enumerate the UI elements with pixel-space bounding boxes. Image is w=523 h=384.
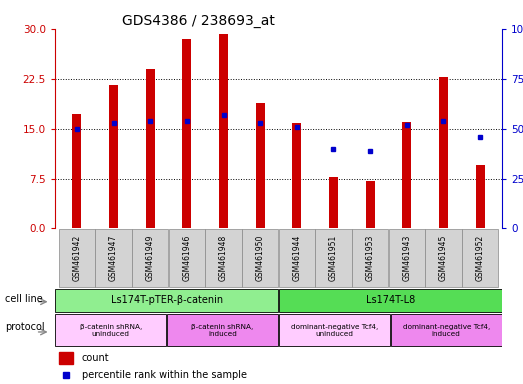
Bar (60, 352, 73, 364)
Text: Ls174T-L8: Ls174T-L8 (366, 295, 415, 306)
Bar (183, 39, 191, 228)
Text: GSM461950: GSM461950 (256, 235, 265, 281)
Text: GSM461951: GSM461951 (329, 235, 338, 281)
Text: β-catenin shRNA,
induced: β-catenin shRNA, induced (191, 324, 254, 337)
FancyBboxPatch shape (55, 314, 166, 346)
Text: GSM461943: GSM461943 (402, 235, 411, 281)
Text: count: count (82, 353, 109, 363)
Text: GSM461944: GSM461944 (292, 235, 301, 281)
FancyBboxPatch shape (132, 229, 168, 287)
Bar (475, 165, 485, 228)
Text: Ls174T-pTER-β-catenin: Ls174T-pTER-β-catenin (111, 295, 223, 306)
FancyBboxPatch shape (242, 229, 278, 287)
FancyBboxPatch shape (167, 314, 278, 346)
Text: protocol: protocol (5, 322, 45, 332)
Text: percentile rank within the sample: percentile rank within the sample (82, 370, 247, 380)
FancyBboxPatch shape (352, 229, 389, 287)
Text: dominant-negative Tcf4,
induced: dominant-negative Tcf4, induced (403, 324, 490, 337)
FancyBboxPatch shape (391, 314, 502, 346)
FancyBboxPatch shape (315, 229, 352, 287)
Bar (109, 85, 118, 228)
FancyBboxPatch shape (462, 229, 498, 287)
Text: GSM461942: GSM461942 (72, 235, 82, 281)
FancyBboxPatch shape (168, 229, 205, 287)
Bar (72, 114, 82, 228)
Bar (439, 77, 448, 228)
Text: GDS4386 / 238693_at: GDS4386 / 238693_at (122, 14, 275, 28)
Text: GSM461947: GSM461947 (109, 235, 118, 281)
FancyBboxPatch shape (279, 314, 390, 346)
FancyBboxPatch shape (389, 229, 425, 287)
Text: GSM461952: GSM461952 (475, 235, 485, 281)
FancyBboxPatch shape (59, 229, 95, 287)
Text: GSM461948: GSM461948 (219, 235, 228, 281)
FancyBboxPatch shape (279, 229, 315, 287)
Bar (145, 69, 155, 228)
Bar (256, 103, 265, 228)
Bar (329, 177, 338, 228)
FancyBboxPatch shape (279, 289, 502, 312)
Text: GSM461953: GSM461953 (366, 235, 374, 281)
Text: β-catenin shRNA,
uninduced: β-catenin shRNA, uninduced (79, 324, 142, 337)
FancyBboxPatch shape (205, 229, 242, 287)
Bar (366, 180, 374, 228)
Text: GSM461946: GSM461946 (183, 235, 191, 281)
FancyBboxPatch shape (95, 229, 132, 287)
Text: cell line: cell line (5, 294, 43, 304)
FancyBboxPatch shape (55, 289, 278, 312)
Text: GSM461945: GSM461945 (439, 235, 448, 281)
Bar (292, 123, 301, 228)
Bar (402, 122, 412, 228)
Text: dominant-negative Tcf4,
uninduced: dominant-negative Tcf4, uninduced (291, 324, 378, 337)
Text: GSM461949: GSM461949 (146, 235, 155, 281)
FancyBboxPatch shape (425, 229, 462, 287)
Bar (219, 34, 228, 228)
